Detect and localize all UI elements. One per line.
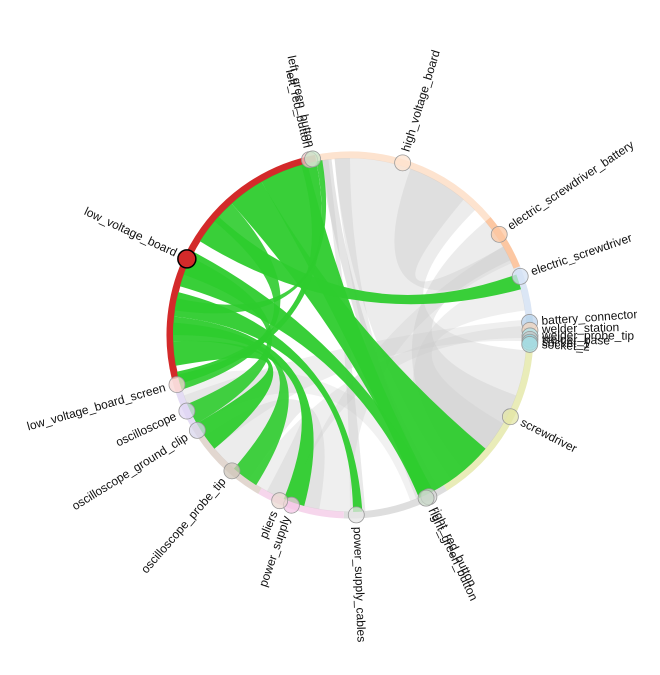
chord-ribbon bbox=[394, 168, 517, 291]
ring-arc bbox=[485, 217, 521, 269]
node-oscilloscope-ground-clip[interactable] bbox=[188, 421, 206, 439]
ring-arc bbox=[258, 487, 344, 519]
label-right-green-button: right_green_button bbox=[426, 506, 481, 603]
label-welder-station: welder_station bbox=[541, 320, 620, 336]
label-power-supply-cables: power_supply_cables bbox=[351, 527, 369, 643]
node-electric-screwdriver-battery[interactable] bbox=[490, 225, 508, 243]
node-power-supply-cables[interactable] bbox=[347, 506, 365, 524]
node-low-voltage-board[interactable] bbox=[177, 249, 197, 269]
label-low-voltage-board: low_voltage_board bbox=[82, 204, 179, 259]
node-left-green-button[interactable] bbox=[304, 150, 321, 168]
node-low-voltage-board-screen[interactable] bbox=[168, 376, 186, 394]
label-socket-2: socket_2 bbox=[541, 337, 590, 354]
chord-ribbon bbox=[183, 257, 272, 424]
node-right-green-button[interactable] bbox=[417, 489, 435, 507]
chord-ribbon bbox=[231, 181, 486, 497]
label-battery-connector: battery_connector bbox=[541, 307, 638, 328]
label-electric-screwdriver-battery: electric_screwdriver_battery bbox=[505, 138, 637, 233]
chord-ribbon bbox=[319, 158, 439, 497]
label-oscilloscope-probe-tip: oscilloscope_probe_tip bbox=[138, 475, 229, 577]
node-socket-2[interactable] bbox=[521, 336, 539, 353]
chord-ribbon bbox=[177, 203, 281, 390]
nodes bbox=[168, 150, 539, 524]
node-electric-screwdriver[interactable] bbox=[511, 267, 529, 285]
label-high-voltage-board: high_voltage_board bbox=[399, 48, 443, 153]
chord-ribbon bbox=[334, 158, 434, 500]
ring-arc bbox=[443, 347, 534, 491]
node-oscilloscope-probe-tip[interactable] bbox=[223, 462, 241, 480]
label-socket-1: socket_1 bbox=[542, 335, 591, 351]
chord-ribbon bbox=[334, 157, 527, 480]
label-welder-probe-tip: welder_probe_tip bbox=[541, 328, 634, 342]
node-pliers[interactable] bbox=[271, 492, 289, 510]
label-welder-base: welder_base bbox=[541, 332, 611, 348]
label-screwdriver: screwdriver bbox=[518, 415, 579, 455]
chord-ribbon bbox=[176, 161, 322, 384]
chord-ribbon bbox=[173, 322, 289, 486]
chord-ribbon bbox=[173, 340, 274, 449]
node-oscilloscope[interactable] bbox=[178, 402, 196, 420]
node-screwdriver[interactable] bbox=[501, 408, 519, 426]
node-high-voltage-board[interactable] bbox=[394, 154, 412, 172]
label-left-green-button: left_green_button bbox=[285, 54, 318, 148]
highlight-arc bbox=[166, 154, 317, 380]
label-electric-screwdriver: electric_screwdriver bbox=[529, 231, 634, 279]
chords bbox=[173, 157, 528, 512]
